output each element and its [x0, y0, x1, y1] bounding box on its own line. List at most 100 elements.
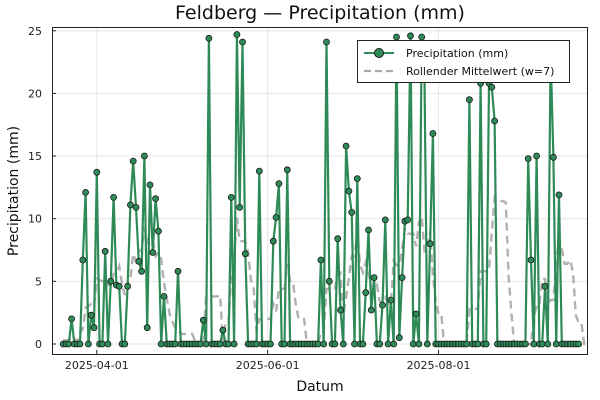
precipitation-point	[538, 340, 546, 348]
precipitation-point	[227, 193, 235, 201]
precipitation-point	[381, 216, 389, 224]
precipitation-point	[541, 282, 549, 290]
precipitation-point	[337, 306, 344, 314]
precipitation-point	[325, 277, 333, 285]
precipitation-point	[253, 340, 260, 348]
precipitation-point	[384, 340, 392, 348]
precipitation-point	[351, 340, 358, 348]
precipitation-point	[174, 267, 182, 275]
precipitation-point	[524, 155, 532, 163]
precipitation-point	[99, 340, 106, 348]
legend-box	[357, 40, 570, 83]
precipitation-point	[216, 340, 224, 348]
chart-title: Feldberg — Precipitation (mm)	[175, 2, 465, 24]
y-tick-label: 15	[28, 150, 42, 163]
precipitation-point	[387, 296, 395, 304]
precipitation-point	[339, 340, 347, 348]
precipitation-point	[138, 267, 146, 275]
precipitation-point	[275, 180, 283, 188]
precipitation-point	[269, 237, 277, 245]
precipitation-point	[199, 316, 207, 324]
precipitation-point	[348, 208, 356, 216]
precipitation-point	[241, 250, 249, 258]
precipitation-point	[395, 334, 403, 342]
precipitation-point	[550, 153, 557, 161]
legend-precip-marker	[374, 48, 384, 58]
precipitation-point	[85, 340, 92, 348]
precipitation-point	[90, 324, 98, 332]
precipitation-point	[552, 340, 560, 348]
precipitation-point	[544, 340, 552, 348]
precipitation-point	[272, 213, 280, 221]
precipitation-point	[143, 324, 151, 332]
precipitation-point	[202, 340, 210, 348]
precipitation-point	[79, 256, 87, 264]
precipitation-point	[474, 340, 482, 348]
precipitation-point	[101, 247, 109, 255]
precipitation-point	[359, 340, 367, 348]
precipitation-point	[110, 193, 117, 201]
precipitation-point	[398, 274, 406, 282]
precipitation-point	[345, 187, 353, 195]
precipitation-point	[107, 277, 115, 285]
x-tick-label: 2025-08-01	[407, 359, 471, 372]
precipitation-point	[370, 274, 378, 282]
precipitation-point	[87, 311, 95, 319]
precipitation-point	[323, 38, 330, 46]
rolling-mean-line	[63, 194, 587, 346]
precipitation-point	[575, 340, 582, 348]
precipitation-point	[146, 181, 154, 189]
precipitation-point	[154, 227, 162, 235]
precipitation-point	[104, 340, 112, 348]
precipitation-point	[219, 326, 227, 334]
x-axis-label: Datum	[296, 379, 343, 395]
y-tick-label: 0	[35, 338, 42, 351]
precipitation-point	[376, 340, 384, 348]
precipitation-point	[239, 38, 246, 46]
precipitation-point	[126, 201, 134, 209]
precipitation-point	[314, 340, 322, 348]
plot-frame	[52, 27, 588, 355]
legend: Precipitation (mm) Rollender Mittelwert …	[357, 40, 570, 83]
precipitation-point	[124, 282, 131, 290]
precipitation-point	[157, 340, 165, 348]
y-tick-label: 20	[28, 87, 42, 100]
precipitation-point	[82, 188, 89, 196]
precipitation-point	[135, 257, 143, 265]
precipitation-point	[197, 340, 204, 348]
precipitation-point	[365, 226, 372, 234]
precipitation-point	[555, 191, 563, 199]
precipitation-point	[115, 282, 123, 290]
precipitation-point	[367, 306, 375, 314]
precipitation-point	[463, 340, 471, 348]
precipitation-point	[152, 195, 160, 203]
precipitation-markers	[59, 31, 582, 348]
precipitation-point	[488, 83, 496, 91]
precipitation-point	[132, 203, 140, 211]
precipitation-point	[379, 301, 386, 309]
y-tick-label: 5	[35, 275, 42, 288]
precipitation-point	[230, 340, 238, 348]
precipitation-point	[491, 117, 499, 125]
precipitation-point	[404, 216, 412, 224]
y-tick-label: 10	[28, 213, 42, 226]
precipitation-point	[140, 152, 148, 160]
precipitation-point	[205, 34, 213, 42]
precipitation-point	[320, 340, 328, 348]
precipitation-point	[267, 340, 274, 348]
precipitation-point	[283, 166, 291, 174]
precipitation-point	[317, 256, 325, 264]
precipitation-point	[415, 340, 423, 348]
precipitation-point	[129, 157, 137, 165]
precipitation-point	[93, 168, 101, 176]
precipitation-point	[334, 235, 342, 243]
precipitation-point	[393, 33, 400, 41]
x-tick-label: 2025-06-01	[236, 359, 300, 372]
precipitation-point	[149, 249, 157, 256]
precipitation-point	[418, 33, 426, 41]
precipitation-point	[530, 340, 538, 348]
precipitation-point	[527, 256, 535, 264]
precipitation-point	[225, 340, 232, 348]
legend-rolling-label: Rollender Mittelwert (w=7)	[406, 65, 554, 78]
